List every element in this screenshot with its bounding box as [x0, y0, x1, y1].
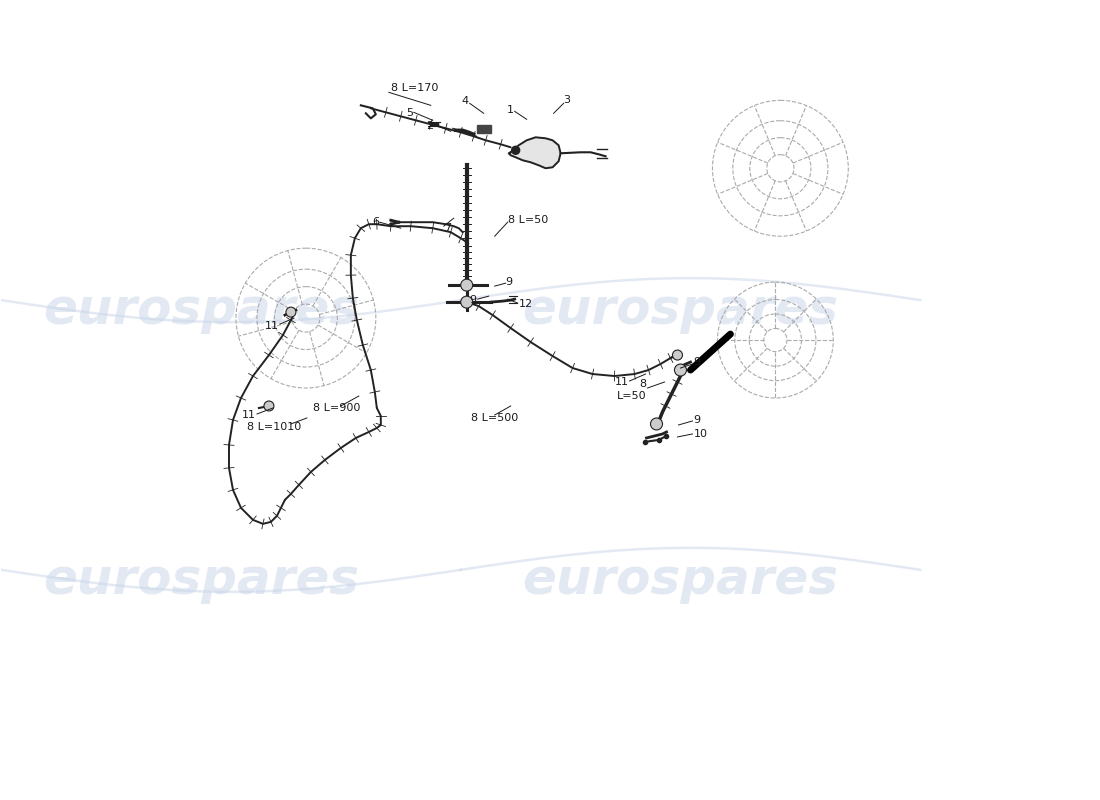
Circle shape — [512, 146, 519, 154]
Text: 8
L=50: 8 L=50 — [617, 379, 647, 401]
Text: 10: 10 — [693, 429, 707, 439]
Circle shape — [286, 307, 296, 317]
Text: eurospares: eurospares — [522, 556, 838, 604]
Text: 8 L=500: 8 L=500 — [471, 413, 518, 423]
Text: 1: 1 — [507, 106, 514, 115]
Text: eurospares: eurospares — [522, 286, 838, 334]
Circle shape — [461, 296, 473, 308]
Polygon shape — [508, 138, 561, 168]
Text: 3: 3 — [563, 95, 571, 106]
Text: 12: 12 — [519, 299, 532, 309]
Text: 9: 9 — [693, 415, 701, 425]
Text: 8 L=1010: 8 L=1010 — [248, 422, 301, 432]
Text: 11: 11 — [265, 321, 279, 331]
Text: 4: 4 — [462, 96, 469, 106]
Text: 6: 6 — [372, 218, 378, 227]
Text: 9: 9 — [506, 277, 513, 287]
Circle shape — [674, 364, 686, 376]
Text: 5: 5 — [406, 108, 412, 118]
Text: 8 L=50: 8 L=50 — [508, 215, 548, 226]
Circle shape — [264, 401, 274, 411]
Text: 11: 11 — [615, 377, 628, 387]
Text: 8 L=900: 8 L=900 — [312, 403, 361, 413]
Text: 7: 7 — [443, 223, 451, 233]
Text: 9: 9 — [693, 357, 701, 367]
Circle shape — [461, 279, 473, 291]
Text: eurospares: eurospares — [43, 286, 359, 334]
Text: 11: 11 — [242, 410, 256, 420]
Text: 8 L=170: 8 L=170 — [390, 83, 438, 94]
Text: 9: 9 — [470, 295, 476, 305]
Text: eurospares: eurospares — [43, 556, 359, 604]
Circle shape — [650, 418, 662, 430]
Bar — [476, 126, 491, 134]
Circle shape — [672, 350, 682, 360]
Text: 2: 2 — [426, 122, 432, 131]
